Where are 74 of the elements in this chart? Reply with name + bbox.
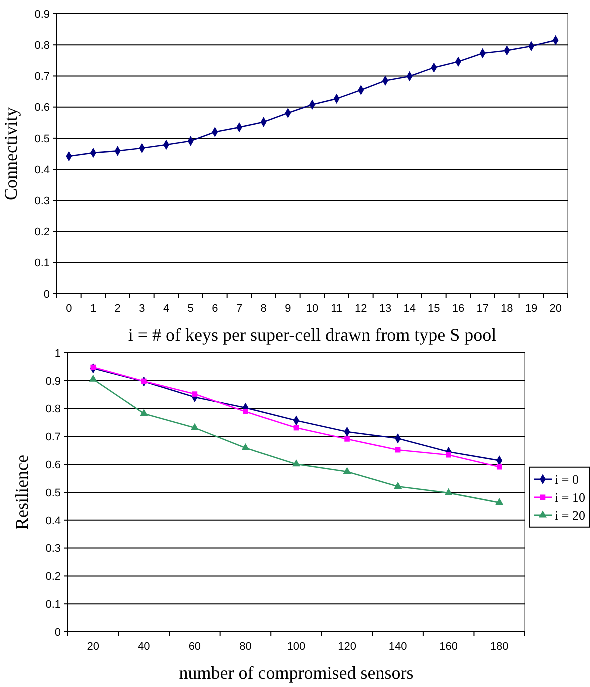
x-tick-label: 60 xyxy=(188,641,202,653)
y-tick-label: 0.4 xyxy=(34,164,50,176)
x-tick-label: 40 xyxy=(138,641,150,653)
y-tick-label: 0.8 xyxy=(46,404,61,416)
legend-label: i = 20 xyxy=(555,508,586,523)
x-tick-label: 7 xyxy=(236,303,243,315)
x-tick-label: 1 xyxy=(90,303,97,315)
y-tick-label: 0.7 xyxy=(46,432,61,444)
x-tick-label: 80 xyxy=(240,641,252,653)
y-tick-label: 0.2 xyxy=(46,571,61,584)
point xyxy=(89,374,98,382)
point xyxy=(140,409,148,416)
x-tick-label: 20 xyxy=(87,641,100,653)
y-axis-title: Resilience xyxy=(12,455,32,530)
y-tick-label: 0.4 xyxy=(46,515,61,528)
x-tick-label: 12 xyxy=(355,303,368,315)
x-tick-label: 15 xyxy=(428,303,440,315)
x-tick-label: 8 xyxy=(260,303,267,315)
y-tick-label: 0 xyxy=(44,288,50,301)
legend-label: i = 0 xyxy=(555,472,579,487)
x-tick-label: 3 xyxy=(139,303,146,315)
x-tick-label: 2 xyxy=(114,303,121,315)
x-tick-label: 17 xyxy=(476,303,489,315)
point xyxy=(344,436,350,442)
x-tick-label: 10 xyxy=(306,303,319,315)
x-tick-label: 11 xyxy=(331,303,343,315)
point xyxy=(142,378,147,384)
x-tick-label: 5 xyxy=(188,303,194,315)
x-tick-label: 18 xyxy=(501,303,514,315)
x-axis-title: number of compromised sensors xyxy=(179,663,414,683)
point xyxy=(90,364,96,370)
point xyxy=(243,409,248,415)
y-tick-label: 1 xyxy=(54,348,61,360)
y-tick-label: 0.7 xyxy=(34,71,50,84)
point xyxy=(292,460,301,467)
y-tick-label: 0.1 xyxy=(34,258,50,270)
x-tick-label: 16 xyxy=(452,303,465,315)
point xyxy=(444,488,453,496)
x-tick-label: 4 xyxy=(163,303,170,315)
y-tick-label: 0.6 xyxy=(34,102,50,114)
y-tick-label: 0.9 xyxy=(34,8,50,21)
point xyxy=(446,452,452,458)
x-tick-label: 160 xyxy=(440,641,458,653)
x-tick-label: 140 xyxy=(388,641,408,653)
x-tick-label: 9 xyxy=(285,303,292,315)
point xyxy=(496,464,502,470)
y-tick-label: 0.5 xyxy=(34,133,50,146)
point xyxy=(496,498,504,506)
y-tick-label: 0.5 xyxy=(46,487,61,500)
point xyxy=(192,392,198,397)
y-tick-label: 0.3 xyxy=(34,196,50,208)
y-tick-label: 0.6 xyxy=(46,459,61,472)
point xyxy=(343,467,352,474)
x-axis-title: i = # of keys per super-cell drawn from type S pool xyxy=(128,325,497,345)
x-tick-label: 20 xyxy=(550,303,562,315)
x-tick-label: 120 xyxy=(338,641,356,653)
point xyxy=(242,443,250,450)
x-tick-label: 14 xyxy=(404,303,416,315)
legend-label: i = 10 xyxy=(555,490,586,505)
x-tick-label: 100 xyxy=(287,641,306,653)
y-tick-label: 0.2 xyxy=(34,226,50,239)
x-tick-label: 0 xyxy=(66,303,72,315)
x-tick-label: 180 xyxy=(490,641,509,653)
x-tick-label: 19 xyxy=(525,303,538,315)
y-tick-label: 0.3 xyxy=(46,543,61,556)
point xyxy=(394,482,402,489)
x-tick-label: 6 xyxy=(212,303,218,315)
y-tick-label: 0 xyxy=(54,626,61,639)
y-axis-title: Connectivity xyxy=(1,108,21,200)
y-tick-label: 0.1 xyxy=(46,598,61,611)
y-tick-label: 0.9 xyxy=(46,376,61,388)
y-tick-label: 0.8 xyxy=(34,40,50,52)
x-tick-label: 13 xyxy=(379,303,392,315)
point xyxy=(190,423,199,430)
